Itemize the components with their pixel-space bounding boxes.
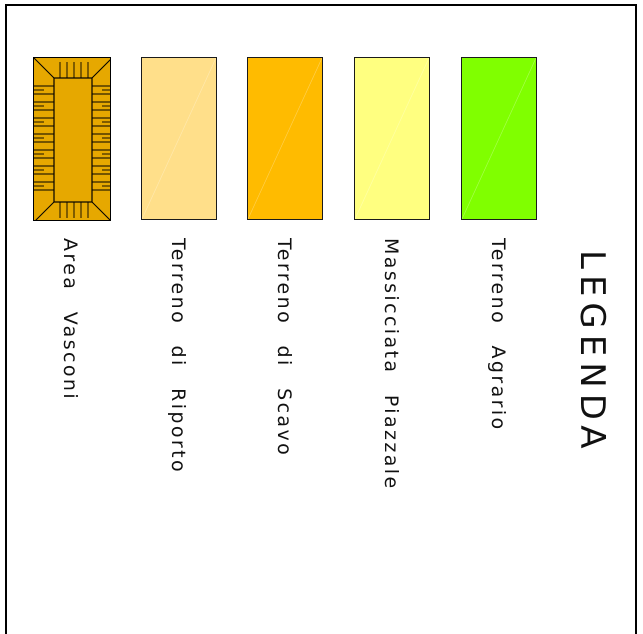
legend-frame [5,4,637,634]
swatch-terreno-agrario [461,57,537,220]
label-terreno-di-riporto: Terreno di Riporto [167,238,189,474]
swatch-hatch-pattern [34,58,110,220]
label-massicciata-piazzale: Massicciata Piazzale [380,238,402,491]
swatch-area-vasconi [33,57,111,221]
swatch-terreno-di-scavo [247,57,323,220]
swatch-massicciata-piazzale [354,57,430,220]
swatch-terreno-di-riporto [141,57,217,220]
label-terreno-agrario: Terreno Agrario [487,238,509,432]
label-area-vasconi: Area Vasconi [59,238,81,402]
label-terreno-di-scavo: Terreno di Scavo [273,238,295,458]
legend-title: LEGENDA [572,250,612,455]
